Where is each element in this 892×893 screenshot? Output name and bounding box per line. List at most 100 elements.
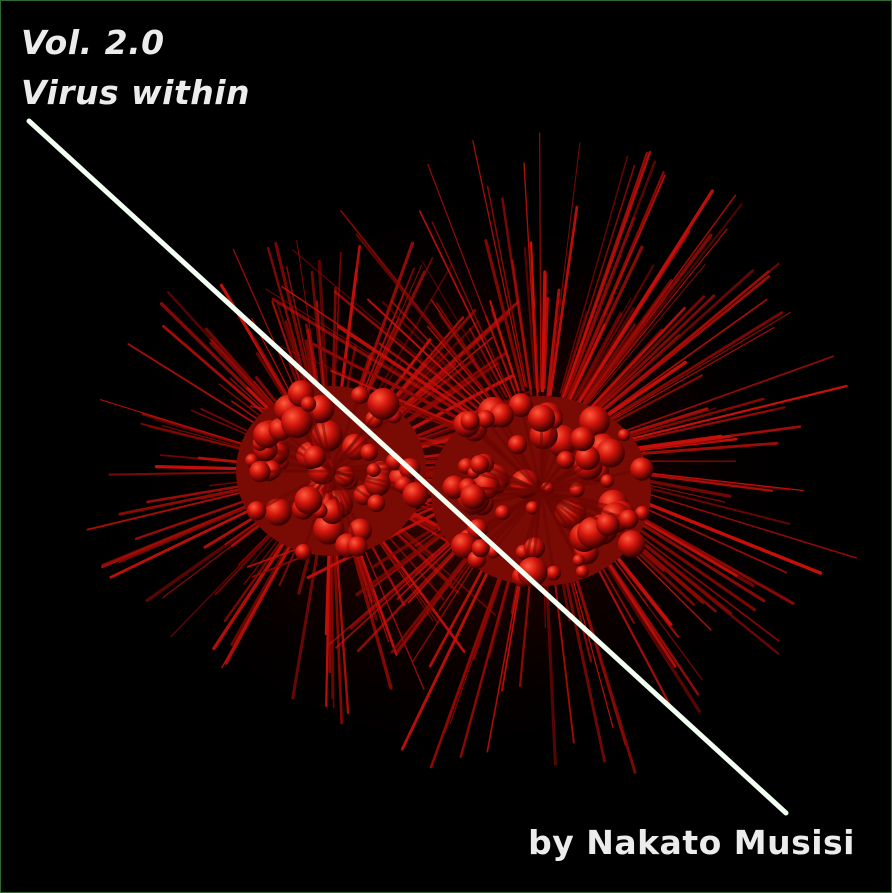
spike-ray xyxy=(601,384,848,447)
virus-bulb xyxy=(460,411,480,431)
spike-ray xyxy=(580,295,706,421)
spike-ray xyxy=(581,269,755,425)
spike-ray xyxy=(523,246,537,389)
virus-stalk xyxy=(473,471,542,493)
spike-ray xyxy=(489,300,520,392)
spike-ray xyxy=(575,327,648,417)
spike-ray xyxy=(435,302,506,407)
virus-stalk xyxy=(307,403,333,472)
virus-stalk xyxy=(330,468,374,473)
virus-stalk xyxy=(330,469,378,505)
spike-ray xyxy=(472,140,526,387)
virus-bulb xyxy=(246,501,267,521)
spike-ray xyxy=(542,273,548,393)
spike-ray xyxy=(579,323,642,409)
virus-bulb xyxy=(618,509,639,530)
virus-bulb xyxy=(575,565,589,578)
virus-bulb xyxy=(281,406,313,439)
spike-ray xyxy=(561,311,588,393)
spike-ray xyxy=(355,233,497,406)
virus-stalk xyxy=(329,394,362,472)
virus-bulb xyxy=(508,393,533,418)
spike-ray xyxy=(561,303,597,400)
volume-label: Vol. 2.0 xyxy=(21,23,165,62)
album-subtitle: Virus within xyxy=(21,73,251,112)
virus-bulb xyxy=(556,451,575,469)
virus-bulb xyxy=(451,532,477,559)
spike-ray xyxy=(614,441,779,457)
spike-ray xyxy=(421,260,513,413)
virus-bulb xyxy=(546,565,561,581)
spike-ray xyxy=(367,298,500,423)
spike-ray xyxy=(490,308,520,395)
virus-bulb xyxy=(366,463,381,478)
spike-ray xyxy=(604,374,704,428)
spike-ray xyxy=(572,312,623,402)
spike-ray xyxy=(549,205,579,397)
spike-ray xyxy=(582,323,637,401)
virus-bulb xyxy=(495,505,511,521)
spike-ray xyxy=(511,259,533,391)
virus-bulb xyxy=(351,386,369,405)
spike-ray xyxy=(587,262,780,423)
spike-ray xyxy=(539,132,542,390)
virus-bulb xyxy=(347,536,368,557)
spike-ray xyxy=(575,298,665,415)
virus-stalk xyxy=(330,469,416,497)
spike-ray xyxy=(484,239,525,392)
virus-bulb xyxy=(402,482,429,508)
virus-bulb xyxy=(460,483,486,510)
virus-stalk xyxy=(468,419,543,493)
virus-bulb xyxy=(489,403,514,428)
virus-bulb xyxy=(596,438,625,468)
virus-bulb xyxy=(618,530,646,558)
virus-bulb xyxy=(264,498,292,526)
spike-ray xyxy=(591,306,686,408)
virus-stalk xyxy=(540,489,609,526)
spike-ray xyxy=(574,307,635,406)
spike-ray xyxy=(559,155,629,394)
virus-bulb xyxy=(476,410,495,428)
spike-ray xyxy=(333,290,486,416)
spike-ray xyxy=(376,300,520,430)
spike-ray xyxy=(336,325,487,426)
spike-ray xyxy=(565,323,606,407)
virus-bulb xyxy=(596,512,620,537)
virus-bulb xyxy=(471,539,490,558)
virus-stalk xyxy=(540,479,608,493)
spike-ray xyxy=(594,298,768,423)
virus-bulb xyxy=(295,543,312,561)
spike-ray xyxy=(560,164,636,398)
spike-ray xyxy=(427,325,495,406)
virus-bulb xyxy=(517,557,548,587)
spike-ray xyxy=(439,314,508,413)
virus-stalk xyxy=(540,489,630,521)
spike-ray xyxy=(332,525,344,725)
spike-ray xyxy=(330,533,334,700)
spike-ray xyxy=(602,311,784,424)
spike-ray xyxy=(431,221,515,401)
diagonal-divider-line xyxy=(26,118,789,816)
virus-bulb xyxy=(634,505,650,521)
virus-stalk xyxy=(539,419,556,492)
spike-ray xyxy=(390,300,493,409)
virus-bulb xyxy=(367,494,386,513)
spike-ray xyxy=(486,185,528,388)
virus-stalk xyxy=(329,470,359,547)
virus-bulb xyxy=(249,461,271,483)
virus-stalk xyxy=(329,470,349,546)
virus-bulb xyxy=(617,428,631,442)
virus-stalk xyxy=(330,414,395,473)
spike-ray xyxy=(575,189,714,407)
virus-bulb xyxy=(527,404,556,432)
author-credit: by Nakato Musisi xyxy=(528,823,855,862)
spike-ray xyxy=(533,307,540,405)
virus-bulb xyxy=(575,445,600,471)
spike-ray xyxy=(598,360,687,423)
virus-stalk xyxy=(492,490,543,553)
virus-stalk xyxy=(519,404,543,492)
spike-ray xyxy=(325,533,331,708)
spike-ray xyxy=(334,534,350,715)
spike-ray xyxy=(609,355,835,438)
